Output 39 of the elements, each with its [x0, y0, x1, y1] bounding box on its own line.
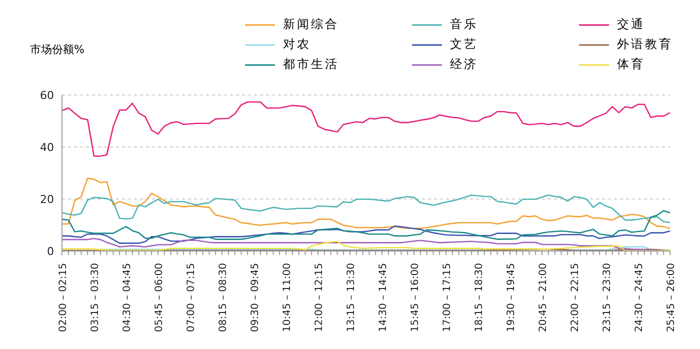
x-tick-label: 15:45 – 16:00 — [410, 263, 421, 332]
x-tick-label: 22:00 – 22:15 — [570, 263, 581, 332]
line-series — [61, 210, 671, 240]
x-tick-label: 09:30 – 09:45 — [250, 263, 261, 332]
x-tick-label: 25:45 – 26:00 — [666, 263, 677, 332]
legend-label: 体育 — [617, 56, 645, 73]
x-tick-label: 12:00 – 12:15 — [314, 263, 325, 332]
legend-label: 经济 — [450, 56, 478, 73]
line-series — [61, 194, 671, 224]
x-tick-label: 19:30 – 19:45 — [506, 263, 517, 332]
x-tick-label: 02:00 – 02:15 — [58, 263, 69, 332]
y-tick-label: 0 — [47, 244, 54, 258]
legend-label: 交通 — [617, 16, 645, 33]
x-tick-label: 17:00 – 17:15 — [442, 263, 453, 332]
x-tick-label: 07:00 – 07:15 — [186, 263, 197, 332]
x-tick-label: 24:30 – 24:45 — [634, 263, 645, 332]
x-tick-label: 10:45 – 11:00 — [282, 263, 293, 332]
x-tick-label: 08:15 – 08:30 — [218, 263, 229, 332]
x-tick-label: 03:15 – 03:30 — [90, 263, 101, 332]
line-series — [61, 225, 671, 244]
legend-label: 都市生活 — [283, 56, 339, 73]
line-series — [61, 101, 671, 157]
legend-label: 对农 — [283, 36, 311, 53]
x-tick-label: 04:30 – 04:45 — [122, 263, 133, 332]
x-tick-label: 18:15 – 18:30 — [474, 263, 485, 332]
line-series — [61, 178, 671, 230]
x-tick-label: 13:15 – 13:30 — [346, 263, 357, 332]
y-axis-title: 市场份额% — [30, 42, 84, 57]
x-tick-label: 14:30 – 14:45 — [378, 263, 389, 332]
y-tick-label: 40 — [40, 140, 54, 154]
legend-label: 音乐 — [450, 16, 478, 33]
y-tick-label: 60 — [40, 88, 54, 102]
legend-label: 外语教育 — [617, 36, 673, 53]
legend-label: 新闻综合 — [283, 16, 339, 33]
legend-label: 文艺 — [450, 36, 478, 53]
x-tick-label: 23:15 – 23:30 — [602, 263, 613, 332]
x-tick-label: 20:45 – 21:00 — [538, 263, 549, 332]
x-tick-label: 05:45 – 06:00 — [154, 263, 165, 332]
y-tick-label: 20 — [40, 192, 54, 206]
